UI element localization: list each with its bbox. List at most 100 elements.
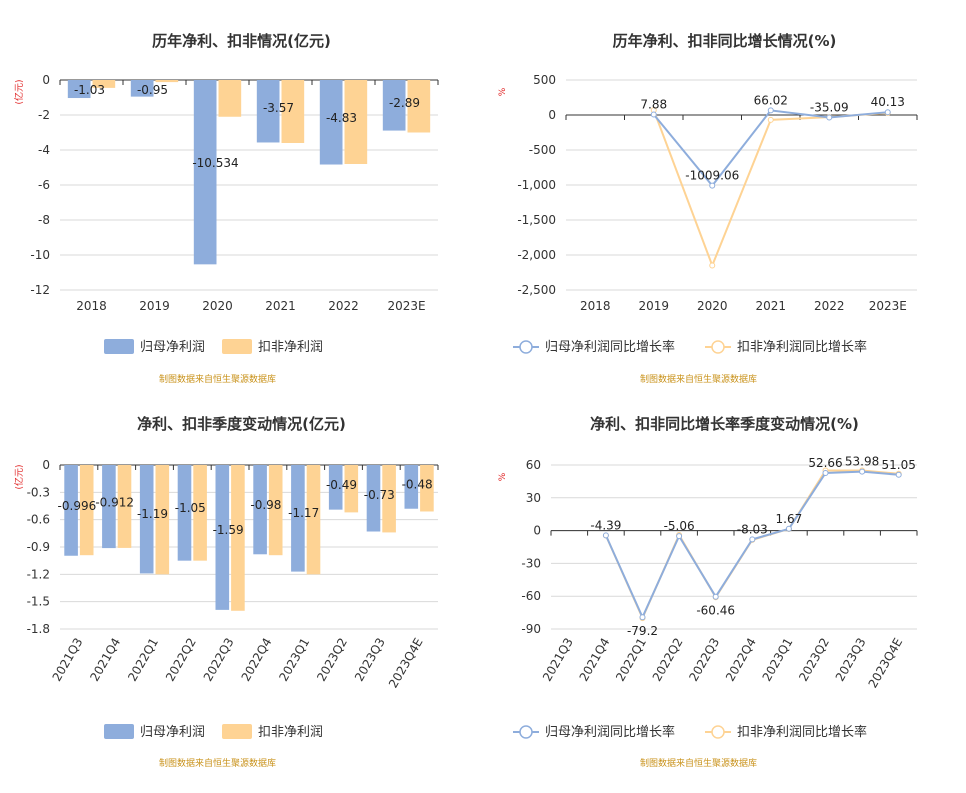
- net-growth-point: [709, 182, 716, 189]
- bar-data-label: -3.57: [263, 101, 294, 115]
- deducted-profit-bar: [92, 80, 116, 88]
- source-note: 制图数据来自恒生聚源数据库: [640, 373, 757, 385]
- y-tick-label: -8: [38, 213, 50, 227]
- bar-data-label: -1.59: [213, 523, 244, 537]
- y-tick-label: -12: [30, 283, 50, 297]
- y-tick-label: 0: [42, 73, 50, 87]
- line-data-label: -4.39: [590, 518, 621, 532]
- legend: 归母净利润同比增长率 扣非净利润同比增长率: [513, 339, 867, 355]
- bar-data-label: -1.03: [74, 83, 105, 97]
- y-tick-label: -1.2: [27, 567, 50, 581]
- legend: 归母净利润 扣非净利润: [104, 339, 323, 355]
- y-tick-label: -10: [30, 248, 50, 262]
- y-tick-label: -0.6: [27, 513, 50, 527]
- chart-title: 净利、扣非季度变动情况(亿元): [137, 415, 346, 433]
- x-tick-label: 2021Q4: [577, 636, 613, 684]
- legend-swatch-net: [104, 339, 134, 354]
- x-tick-label: 2021Q4: [87, 636, 123, 684]
- y-tick-label: -90: [521, 622, 541, 636]
- deducted-profit-bar: [218, 80, 242, 117]
- net-growth-point: [767, 107, 774, 114]
- x-tick-label: 2019: [638, 299, 669, 313]
- net-growth-point: [749, 536, 756, 543]
- net-profit-bar: [67, 80, 91, 99]
- x-tick-label: 2023E: [387, 299, 425, 313]
- x-tick-label: 2022Q3: [201, 636, 237, 684]
- y-tick-label: -30: [521, 556, 541, 570]
- y-tick-label: -0.3: [27, 485, 50, 499]
- deducted-profit-bar: [193, 465, 207, 561]
- x-tick-label: 2019: [139, 299, 170, 313]
- bar-data-label: -0.98: [250, 498, 281, 512]
- source-note: 制图数据来自恒生聚源数据库: [640, 757, 757, 769]
- legend-marker: [519, 340, 533, 354]
- deducted-profit-bar: [306, 465, 321, 575]
- legend-label: 扣非净利润: [258, 725, 323, 740]
- deducted-profit-bar: [155, 80, 179, 83]
- bar-data-label: -1.17: [288, 506, 319, 520]
- line-data-label: 66.02: [754, 93, 788, 107]
- net-profit-bar: [382, 80, 406, 131]
- y-tick-label: 0: [42, 458, 50, 472]
- bar-data-label: -4.83: [326, 111, 357, 125]
- x-tick-label: 2023Q2: [314, 636, 350, 684]
- deducted-growth-point: [709, 262, 716, 269]
- net-growth-point: [895, 471, 902, 478]
- deducted-growth-point: [767, 116, 774, 123]
- x-tick-label: 2022Q1: [125, 636, 161, 684]
- legend-marker: [519, 725, 533, 739]
- bar-data-label: -0.996: [58, 499, 97, 513]
- x-tick-label: 2018: [580, 299, 611, 313]
- y-tick-label: -2: [38, 108, 50, 122]
- legend-swatch-deduct: [222, 339, 252, 354]
- chart-svg: 净利、扣非季度变动情况(亿元) (亿元) 0 -0.3 -0.6 -0.9 -1.2 -1.5…: [13, 415, 439, 769]
- deducted-profit-bar: [155, 465, 170, 575]
- legend-label: 扣非净利润同比增长率: [737, 724, 867, 740]
- x-tick-label: 2021: [755, 299, 786, 313]
- x-tick-label: 2021Q3: [540, 636, 576, 684]
- y-tick-label: 30: [526, 491, 541, 505]
- x-tick-label: 2022Q3: [686, 636, 722, 684]
- annual-growth-line-chart: 历年净利、扣非同比增长情况(%)% 500 0 -500 -1,000 -1,500 -2,…: [483, 0, 966, 395]
- x-tick-label: 2022Q4: [723, 636, 759, 684]
- net-growth-point: [639, 614, 646, 621]
- deducted-profit-bar: [382, 465, 396, 533]
- line-data-label: 40.13: [871, 95, 905, 109]
- source-note: 制图数据来自恒生聚源数据库: [159, 373, 276, 385]
- net-profit-bar: [319, 80, 343, 165]
- line-data-label: 51.05: [882, 458, 916, 472]
- deducted-profit-bar: [268, 465, 283, 556]
- net-growth-point: [650, 111, 657, 118]
- bar-data-label: -0.912: [95, 495, 134, 509]
- y-tick-label: -4: [38, 143, 50, 157]
- y-tick-label: 500: [533, 73, 556, 87]
- bar-data-label: -0.95: [137, 83, 168, 97]
- line-data-label: 53.98: [845, 455, 879, 469]
- net-profit-bar: [130, 80, 154, 97]
- bar-data-label: -2.89: [389, 96, 420, 110]
- legend: 归母净利润 扣非净利润: [104, 724, 323, 740]
- legend-label: 归母净利润同比增长率: [545, 724, 675, 740]
- x-tick-label: 2023Q3: [833, 636, 869, 684]
- x-tick-label: 2022Q1: [613, 636, 649, 684]
- line-data-label: -79.2: [627, 624, 658, 638]
- x-tick-label: 2023Q4E: [866, 636, 906, 691]
- bar-data-label: -1.19: [137, 507, 168, 521]
- y-tick-label: -1,000: [517, 178, 556, 192]
- y-tick-label: -500: [529, 143, 556, 157]
- chart-title: 净利、扣非同比增长率季度变动情况(%): [590, 415, 859, 433]
- deducted-profit-bar: [420, 465, 434, 512]
- x-tick-label: 2023Q2: [796, 636, 832, 684]
- legend-marker: [711, 340, 725, 354]
- legend: 归母净利润同比增长率 扣非净利润同比增长率: [513, 724, 867, 740]
- net-profit-bar: [366, 465, 381, 532]
- line-data-label: 52.66: [808, 456, 842, 470]
- x-tick-label: 2020: [697, 299, 728, 313]
- bar-data-label: -0.49: [326, 478, 357, 492]
- legend-label: 归母净利润: [140, 725, 205, 740]
- net-profit-bar: [291, 465, 305, 572]
- y-tick-label: 60: [526, 458, 541, 472]
- legend-marker: [711, 725, 725, 739]
- x-tick-label: 2023Q4E: [386, 636, 426, 691]
- net-growth-point: [712, 593, 719, 600]
